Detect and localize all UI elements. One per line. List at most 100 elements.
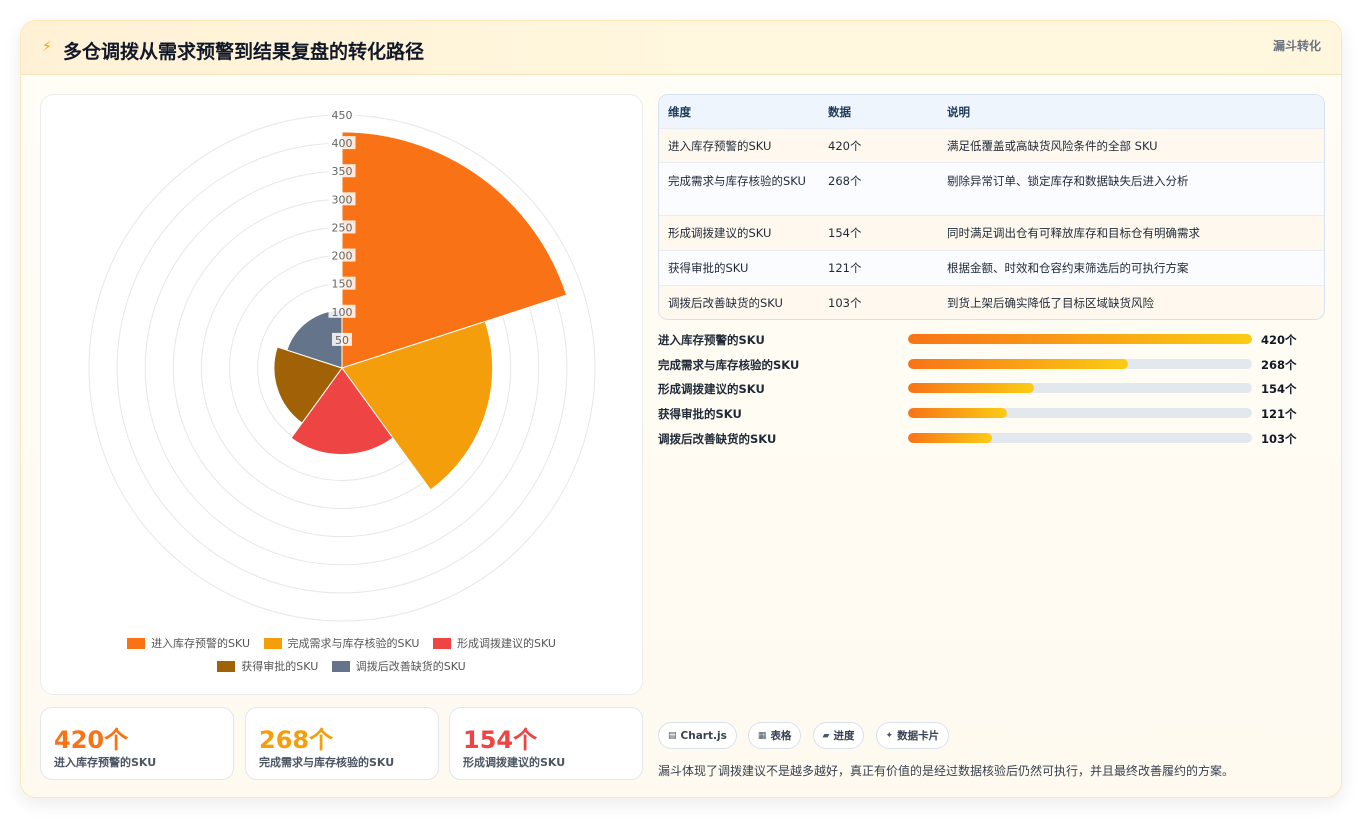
- tick-label-bg: [332, 332, 352, 346]
- polar-segment: [273, 346, 343, 424]
- progress-fill: [908, 334, 1252, 344]
- progress-track: [908, 359, 1252, 369]
- legend-swatch: [331, 660, 350, 672]
- table-row: 进入库存预警的SKU 420个 满足低覆盖或高缺货风险条件的全部 SKU: [659, 128, 1324, 162]
- lightning-icon: ⚡: [42, 39, 52, 55]
- pill-table[interactable]: ▦ 表格: [747, 722, 802, 749]
- header-tag: 漏斗转化: [1272, 39, 1321, 53]
- progress-value: 103个: [1261, 432, 1297, 446]
- progress-row: 形成调拨建议的SKU 154个: [658, 378, 1325, 398]
- legend-item[interactable]: 形成调拨建议的SKU: [432, 635, 556, 651]
- polar-segment: [290, 367, 394, 456]
- radial-tick-label: 250: [332, 221, 353, 234]
- kpi-label: 完成需求与库存核验的SKU: [259, 756, 395, 769]
- tick-label-bg: [328, 248, 356, 262]
- progress-track: [908, 383, 1252, 393]
- progress-value: 121个: [1261, 407, 1297, 421]
- legend-item[interactable]: 进入库存预警的SKU: [127, 635, 250, 651]
- table-cell: 进入库存预警的SKU: [668, 139, 772, 153]
- polar-segment: [341, 320, 494, 491]
- legend-label: 获得审批的SKU: [241, 660, 319, 673]
- chart-legend-row-1: 进入库存预警的SKU 完成需求与库存核验的SKU 形成调拨建议的SKU: [41, 635, 642, 652]
- progress-track: [908, 408, 1252, 418]
- table-cell: 103个: [828, 296, 862, 310]
- table-header-row: 维度 数据 说明: [659, 95, 1324, 128]
- progress-list: 进入库存预警的SKU 420个 完成需求与库存核验的SKU 268个 形成调拨建…: [658, 329, 1325, 449]
- radial-tick-label: 350: [332, 165, 353, 178]
- legend-swatch: [263, 637, 282, 649]
- progress-row: 获得审批的SKU 121个: [658, 403, 1325, 423]
- table-cell: 根据金额、时效和仓容约束筛选后的可执行方案: [947, 261, 1189, 275]
- kpi-value: 268个: [259, 726, 334, 754]
- header-bar: ⚡ 多仓调拨从需求预警到结果复盘的转化路径 漏斗转化: [21, 21, 1341, 75]
- progress-label: 调拨后改善缺货的SKU: [658, 432, 777, 446]
- pill-label: Chart.js: [680, 729, 727, 742]
- progress-label: 形成调拨建议的SKU: [658, 382, 765, 396]
- footnote-text: 漏斗体现了调拨建议不是越多越好，真正有价值的是经过数据核验后仍然可执行，并且最终…: [658, 764, 1235, 778]
- progress-label: 进入库存预警的SKU: [658, 333, 765, 347]
- legend-item[interactable]: 获得审批的SKU: [217, 658, 318, 674]
- legend-label: 进入库存预警的SKU: [151, 637, 251, 650]
- chart-legend-row-2: 获得审批的SKU 调拨后改善缺货的SKU: [41, 658, 642, 675]
- progress-label: 完成需求与库存核验的SKU: [658, 358, 800, 372]
- pill-chartjs[interactable]: ▤ Chart.js: [658, 722, 737, 749]
- kpi-label: 形成调拨建议的SKU: [463, 756, 566, 769]
- kpi-label: 进入库存预警的SKU: [54, 756, 157, 769]
- tick-label-bg: [328, 164, 356, 178]
- table-row: 获得审批的SKU 121个 根据金额、时效和仓容约束筛选后的可执行方案: [659, 250, 1324, 285]
- table-cell: 420个: [828, 139, 862, 153]
- table-row: 形成调拨建议的SKU 154个 同时满足调出仓有可释放库存和目标仓有明确需求: [659, 215, 1324, 250]
- progress-label: 获得审批的SKU: [658, 407, 742, 421]
- main-card: ⚡ 多仓调拨从需求预警到结果复盘的转化路径 漏斗转化 50 100 150 200 25…: [20, 20, 1342, 798]
- table-cell: 形成调拨建议的SKU: [668, 226, 772, 240]
- kpi-card: 154个 形成调拨建议的SKU: [449, 707, 643, 780]
- progress-row: 完成需求与库存核验的SKU 268个: [658, 354, 1325, 374]
- legend-swatch: [127, 637, 146, 649]
- polar-area-chart: 50 100 150 200 250 300 350 400 450: [88, 108, 596, 622]
- progress-fill: [908, 359, 1128, 369]
- tick-label-bg: [328, 220, 356, 234]
- tick-label-bg: [328, 304, 356, 318]
- radial-tick-label: 450: [332, 109, 353, 122]
- table-cell: 154个: [828, 226, 862, 240]
- legend-swatch: [217, 660, 236, 672]
- table-header-cell: 维度: [668, 105, 691, 119]
- kpi-card: 268个 完成需求与库存核验的SKU: [245, 707, 439, 780]
- tech-pills: ▤ Chart.js ▦ 表格 ▰ 进度 ✦ 数据卡片: [658, 722, 955, 750]
- kpi-value: 420个: [54, 726, 129, 754]
- legend-item[interactable]: 完成需求与库存核验的SKU: [263, 635, 420, 651]
- pill-label: 表格: [770, 730, 792, 742]
- legend-label: 形成调拨建议的SKU: [456, 637, 556, 650]
- progress-row: 进入库存预警的SKU 420个: [658, 329, 1325, 349]
- table-cell: 同时满足调出仓有可释放库存和目标仓有明确需求: [947, 226, 1200, 240]
- table-cell: 到货上架后确实降低了目标区域缺货风险: [947, 296, 1154, 310]
- pill-data-card[interactable]: ✦ 数据卡片: [875, 722, 950, 749]
- table-row: 调拨后改善缺货的SKU 103个 到货上架后确实降低了目标区域缺货风险: [659, 285, 1324, 319]
- radial-tick-label: 100: [332, 306, 353, 319]
- kpi-value: 154个: [463, 726, 538, 754]
- page-title: 多仓调拨从需求预警到结果复盘的转化路径: [63, 41, 425, 63]
- polar-segment: [341, 131, 568, 369]
- sparkle-icon: ✦: [885, 730, 894, 741]
- progress-value: 154个: [1261, 382, 1297, 396]
- tick-label-bg: [328, 108, 356, 121]
- chart-icon: ▤: [668, 730, 677, 741]
- radial-tick-label: 400: [332, 137, 353, 150]
- pill-label: 进度: [833, 730, 855, 742]
- radial-tick-label: 150: [332, 278, 353, 291]
- progress-track: [908, 334, 1252, 344]
- kpi-card: 420个 进入库存预警的SKU: [40, 707, 234, 780]
- table-cell: 268个: [828, 174, 862, 188]
- legend-label: 完成需求与库存核验的SKU: [287, 637, 420, 650]
- table-header-cell: 说明: [947, 105, 970, 119]
- progress-value: 420个: [1261, 333, 1297, 347]
- progress-fill: [908, 433, 993, 443]
- progress-track: [908, 433, 1252, 443]
- progress-fill: [908, 383, 1035, 393]
- legend-item[interactable]: 调拨后改善缺货的SKU: [331, 658, 466, 674]
- pill-progress[interactable]: ▰ 进度: [812, 722, 865, 749]
- progress-fill: [908, 408, 1008, 418]
- progress-icon: ▰: [822, 730, 830, 741]
- table-cell: 调拨后改善缺货的SKU: [668, 296, 783, 310]
- table-header-cell: 数据: [828, 105, 851, 119]
